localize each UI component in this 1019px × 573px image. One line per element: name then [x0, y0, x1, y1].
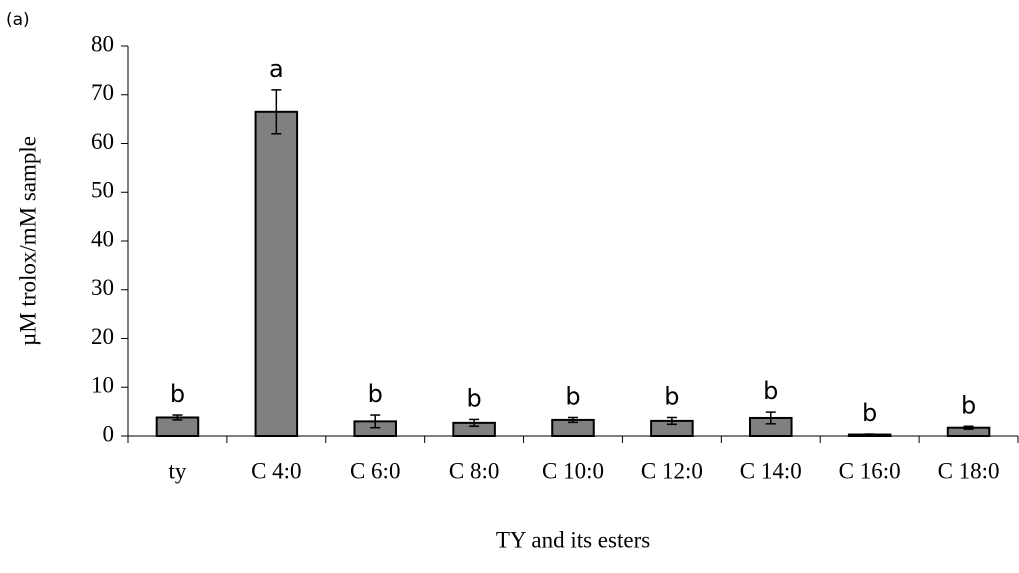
y-tick-label: 80: [91, 31, 114, 56]
x-tick-label: C 8:0: [449, 458, 499, 483]
significance-letter: b: [664, 382, 679, 410]
y-tick-label: 20: [91, 324, 114, 349]
y-axis-label: µM trolox/mM sample: [15, 136, 40, 346]
panel-label: (a): [6, 10, 30, 30]
x-tick-label: ty: [168, 458, 186, 483]
bar: [254, 110, 299, 437]
y-tick-label: 30: [91, 275, 114, 300]
x-tick-label: C 10:0: [542, 458, 604, 483]
significance-letter: b: [565, 382, 580, 410]
y-tick-label: 60: [91, 129, 114, 154]
significance-letter: b: [170, 380, 185, 408]
x-axis-label: TY and its esters: [496, 527, 650, 552]
y-tick-label: 70: [91, 80, 114, 105]
y-tick-label: 50: [91, 178, 114, 203]
significance-letter: b: [368, 380, 383, 408]
y-tick-label: 40: [91, 226, 114, 251]
x-tick-label: C 4:0: [251, 458, 301, 483]
x-tick-label: C 14:0: [740, 458, 802, 483]
x-tick-label: C 16:0: [839, 458, 901, 483]
x-tick-label: C 12:0: [641, 458, 703, 483]
y-tick-label: 0: [103, 421, 115, 446]
x-tick-label: C 18:0: [938, 458, 1000, 483]
x-tick-label: C 6:0: [350, 458, 400, 483]
significance-letter: b: [466, 384, 481, 412]
y-tick-label: 10: [91, 373, 114, 398]
significance-letter: a: [269, 55, 284, 83]
significance-letter: b: [763, 377, 778, 405]
significance-letter: b: [862, 399, 877, 427]
significance-letter: b: [961, 391, 976, 419]
